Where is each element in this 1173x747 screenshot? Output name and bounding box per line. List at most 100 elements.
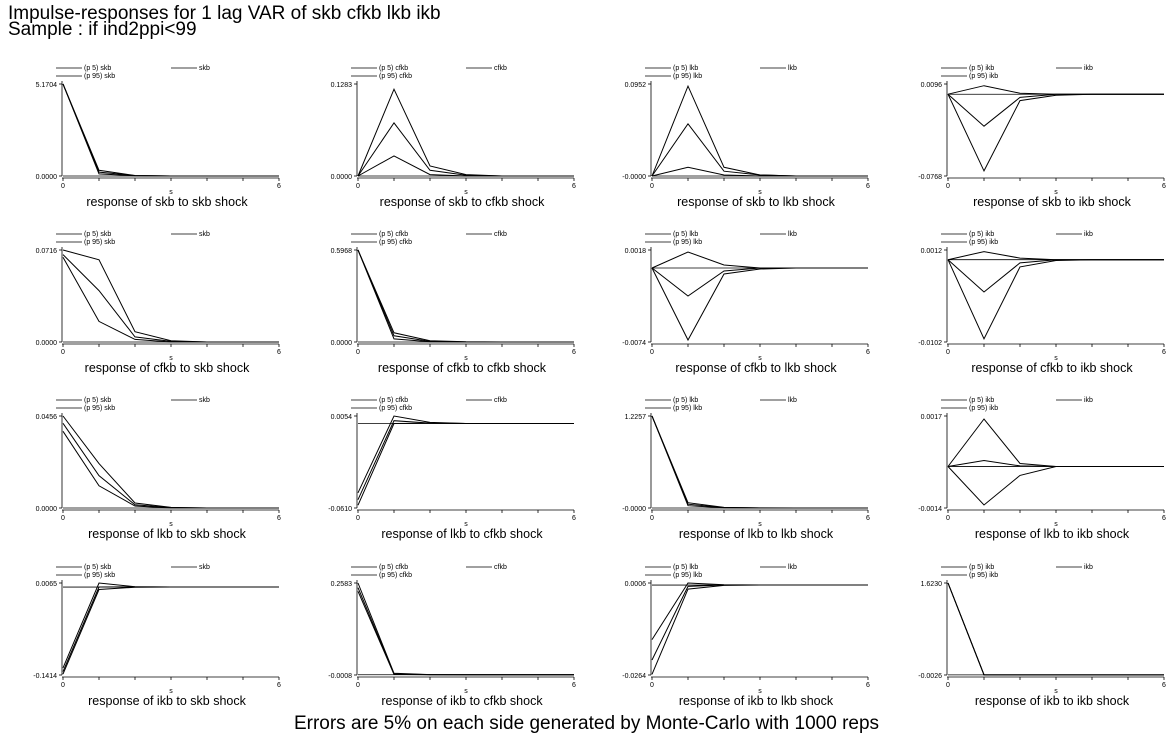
series-line-p5	[62, 256, 279, 343]
y-tick-label: -0.0026	[918, 673, 942, 680]
series-line-p5	[357, 422, 574, 506]
x-axis-label: s	[1054, 189, 1058, 196]
legend: (p 5) lkb lkb (p 95) lkb	[645, 397, 797, 412]
y-tick-label: 1.2257	[625, 414, 647, 421]
panel-title: response of skb to cfkb shock	[380, 195, 545, 209]
x-tick-label: 0	[650, 183, 654, 190]
legend-label: (p 5) ikb	[969, 397, 994, 404]
series-line-p5	[947, 93, 1164, 173]
x-tick-label: 6	[1162, 349, 1166, 356]
y-tick-label: 5.1704	[36, 82, 58, 89]
y-tick-label: -0.0102	[918, 340, 942, 347]
x-tick-label: 0	[356, 515, 360, 522]
x-axis-label: s	[169, 355, 173, 362]
panel-7: (p 5) lkb lkb (p 95) lkb 0.0018 -0.0074 0 6 sre…	[622, 231, 870, 375]
x-tick-label: 0	[650, 682, 654, 689]
x-tick-label: 0	[61, 682, 65, 689]
x-tick-label: 0	[650, 349, 654, 356]
x-tick-label: 6	[866, 682, 870, 689]
panel-title: response of cfkb to lkb shock	[675, 361, 837, 375]
panel-13: (p 5) skb skb (p 95) skb 0.0065 -0.1414 0 6 sre…	[33, 564, 281, 708]
x-axis-label: s	[169, 688, 173, 695]
legend-label: (p 5) cfkb	[379, 231, 408, 238]
series-line-point-estimate	[947, 93, 1164, 127]
legend-label: (p 95) lkb	[673, 73, 702, 80]
legend: (p 5) cfkb cfkb (p 95) cfkb	[351, 564, 507, 579]
legend-label: lkb	[788, 397, 797, 404]
y-tick-label: 0.0096	[921, 82, 943, 89]
panel-title: response of skb to ikb shock	[973, 195, 1131, 209]
legend-label: ikb	[1084, 231, 1093, 238]
legend-label: skb	[199, 231, 210, 238]
legend: (p 5) skb skb (p 95) skb	[56, 564, 210, 579]
series-line-p5	[651, 267, 868, 342]
legend-label: (p 95) lkb	[673, 572, 702, 579]
legend: (p 5) lkb lkb (p 95) lkb	[645, 564, 797, 579]
y-tick-label: 0.0456	[36, 414, 58, 421]
x-tick-label: 0	[356, 349, 360, 356]
panel-title: response of cfkb to ikb shock	[971, 361, 1133, 375]
y-tick-label: 0.0006	[625, 581, 647, 588]
y-tick-label: 0.0017	[921, 414, 943, 421]
x-tick-label: 6	[572, 183, 576, 190]
legend-label: cfkb	[494, 564, 507, 571]
legend-label: lkb	[788, 65, 797, 72]
figure-subtitle: Sample : if ind2ppi<99	[8, 19, 197, 40]
x-axis-label: s	[1054, 688, 1058, 695]
legend-label: (p 95) cfkb	[379, 239, 412, 246]
x-tick-label: 0	[946, 349, 950, 356]
y-tick-label: -0.0000	[622, 174, 646, 181]
legend: (p 5) skb skb (p 95) skb	[56, 231, 210, 246]
series-line-p5	[947, 582, 1164, 676]
legend: (p 5) ikb ikb (p 95) ikb	[941, 397, 1093, 412]
series-line-point-estimate	[947, 259, 1164, 293]
legend-label: (p 95) cfkb	[379, 73, 412, 80]
x-axis-label: s	[758, 189, 762, 196]
legend-label: (p 5) skb	[84, 231, 111, 238]
y-tick-label: -0.1414	[33, 673, 57, 680]
x-tick-label: 0	[946, 183, 950, 190]
legend-label: (p 95) skb	[84, 405, 115, 412]
series-line-point-estimate	[62, 254, 279, 343]
panel-12: (p 5) ikb ikb (p 95) ikb 0.0017 -0.0014 0 6 sre…	[918, 397, 1166, 541]
legend-label: (p 5) skb	[84, 65, 111, 72]
x-tick-label: 0	[61, 183, 65, 190]
y-tick-label: 0.0000	[36, 506, 58, 513]
panel-4: (p 5) ikb ikb (p 95) ikb 0.0096 -0.0768 0 6 sre…	[918, 65, 1166, 209]
panel-title: response of lkb to cfkb shock	[381, 527, 543, 541]
legend-label: (p 5) cfkb	[379, 564, 408, 571]
legend: (p 5) skb skb (p 95) skb	[56, 65, 210, 80]
panel-14: (p 5) cfkb cfkb (p 95) cfkb 0.2583 -0.0008 0 6…	[328, 564, 576, 708]
x-tick-label: 0	[946, 682, 950, 689]
x-tick-label: 6	[866, 183, 870, 190]
legend: (p 5) lkb lkb (p 95) lkb	[645, 65, 797, 80]
legend: (p 5) ikb ikb (p 95) ikb	[941, 564, 1093, 579]
x-tick-label: 6	[572, 682, 576, 689]
legend-label: skb	[199, 397, 210, 404]
legend-label: (p 5) ikb	[969, 231, 994, 238]
x-axis-label: s	[1054, 355, 1058, 362]
legend-label: cfkb	[494, 397, 507, 404]
series-line-point-estimate	[357, 122, 574, 177]
legend-label: cfkb	[494, 65, 507, 72]
x-tick-label: 0	[356, 183, 360, 190]
x-tick-label: 6	[572, 349, 576, 356]
y-tick-label: -0.0264	[622, 673, 646, 680]
x-tick-label: 6	[866, 349, 870, 356]
series-line-point-estimate	[62, 586, 279, 672]
x-axis-label: s	[758, 521, 762, 528]
series-line-p5	[651, 584, 868, 675]
legend: (p 5) cfkb cfkb (p 95) cfkb	[351, 231, 507, 246]
x-axis-label: s	[464, 688, 468, 695]
legend-label: (p 95) skb	[84, 73, 115, 80]
y-tick-label: -0.0768	[918, 174, 942, 181]
x-axis-label: s	[1054, 521, 1058, 528]
y-tick-label: 0.0018	[625, 248, 647, 255]
x-axis-label: s	[758, 355, 762, 362]
panel-15: (p 5) lkb lkb (p 95) lkb 0.0006 -0.0264 0 6 sre…	[622, 564, 870, 708]
series-line-p95	[62, 83, 279, 177]
